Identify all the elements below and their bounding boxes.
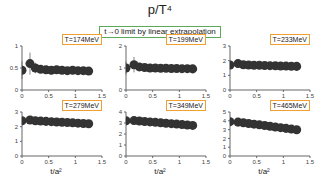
html-text:t/a²: t/a² bbox=[50, 167, 62, 176]
html-text:t/a²: t/a² bbox=[258, 167, 270, 176]
svg-text:1.5: 1.5 bbox=[306, 93, 312, 99]
svg-text:5: 5 bbox=[223, 109, 227, 115]
svg-text:0: 0 bbox=[124, 93, 128, 99]
svg-text:0: 0 bbox=[223, 153, 227, 159]
svg-text:1.5: 1.5 bbox=[306, 159, 312, 165]
svg-text:1: 1 bbox=[119, 142, 123, 148]
svg-text:0.5: 0.5 bbox=[44, 93, 53, 99]
svg-text:1: 1 bbox=[74, 93, 78, 99]
svg-text:0.5: 0.5 bbox=[10, 65, 19, 71]
svg-text:1: 1 bbox=[178, 93, 182, 99]
svg-text:0: 0 bbox=[15, 87, 19, 93]
svg-text:1: 1 bbox=[223, 72, 227, 78]
svg-text:2: 2 bbox=[119, 131, 123, 137]
svg-text:0: 0 bbox=[223, 87, 227, 93]
svg-text:1: 1 bbox=[282, 159, 286, 165]
svg-text:0: 0 bbox=[20, 159, 24, 165]
svg-text:1.5: 1.5 bbox=[202, 159, 211, 165]
svg-text:0.5: 0.5 bbox=[148, 159, 157, 165]
html-text:T=465MeV: T=465MeV bbox=[272, 102, 307, 109]
svg-text:0: 0 bbox=[119, 87, 123, 93]
svg-text:0.5: 0.5 bbox=[44, 159, 53, 165]
html-text:t/a²: t/a² bbox=[154, 167, 166, 176]
svg-text:1: 1 bbox=[223, 144, 227, 150]
html-text:p/T⁴: p/T⁴ bbox=[147, 2, 173, 17]
svg-text:2: 2 bbox=[15, 124, 19, 130]
svg-text:3: 3 bbox=[223, 43, 227, 49]
svg-text:2: 2 bbox=[119, 43, 123, 49]
svg-text:1: 1 bbox=[282, 93, 286, 99]
svg-text:1: 1 bbox=[119, 65, 123, 71]
svg-text:0: 0 bbox=[15, 153, 19, 159]
svg-text:1: 1 bbox=[178, 159, 182, 165]
svg-text:0: 0 bbox=[20, 93, 24, 99]
svg-text:0: 0 bbox=[119, 153, 123, 159]
svg-text:0.5: 0.5 bbox=[252, 93, 261, 99]
svg-text:3: 3 bbox=[15, 109, 19, 115]
svg-text:1.5: 1.5 bbox=[98, 93, 107, 99]
svg-text:0: 0 bbox=[228, 93, 232, 99]
html-text:T=174MeV: T=174MeV bbox=[64, 36, 99, 43]
svg-text:1.5: 1.5 bbox=[202, 93, 211, 99]
html-text:T=349MeV: T=349MeV bbox=[168, 102, 203, 109]
svg-text:2: 2 bbox=[223, 136, 227, 142]
svg-text:0: 0 bbox=[124, 159, 128, 165]
html-text:T=279MeV: T=279MeV bbox=[64, 102, 99, 109]
svg-text:3: 3 bbox=[119, 120, 123, 126]
html-text:T=233MeV: T=233MeV bbox=[272, 36, 307, 43]
html-text:T=199MeV: T=199MeV bbox=[168, 36, 203, 43]
svg-text:1: 1 bbox=[15, 43, 19, 49]
svg-text:0.5: 0.5 bbox=[148, 93, 157, 99]
svg-text:1.5: 1.5 bbox=[98, 159, 107, 165]
svg-text:4: 4 bbox=[119, 109, 123, 115]
svg-text:2: 2 bbox=[223, 58, 227, 64]
svg-text:0.5: 0.5 bbox=[252, 159, 261, 165]
svg-text:4: 4 bbox=[223, 118, 227, 124]
html-text:t→0 limit by linear extrapolat: t→0 limit by linear extrapolation bbox=[104, 27, 216, 36]
svg-text:0: 0 bbox=[228, 159, 232, 165]
svg-text:1: 1 bbox=[74, 159, 78, 165]
svg-text:1: 1 bbox=[15, 138, 19, 144]
svg-text:3: 3 bbox=[223, 127, 227, 133]
